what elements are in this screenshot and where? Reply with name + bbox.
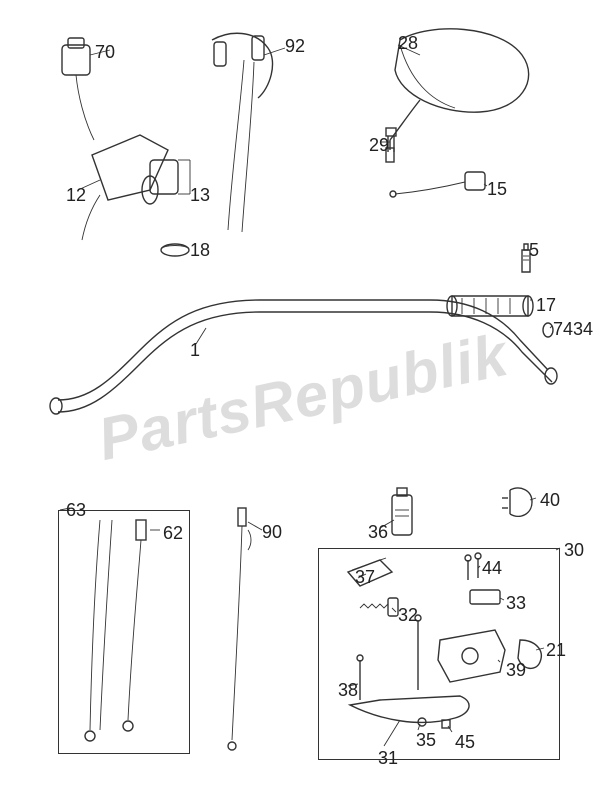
callout-40: 40 bbox=[540, 490, 560, 511]
callout-5: 5 bbox=[529, 240, 539, 261]
box-cable-assembly-63 bbox=[58, 510, 190, 754]
callout-90: 90 bbox=[262, 522, 282, 543]
callout-33: 33 bbox=[506, 593, 526, 614]
callout-63: 63 bbox=[66, 500, 86, 521]
callout-70: 70 bbox=[95, 42, 115, 63]
callout-35: 35 bbox=[416, 730, 436, 751]
callout-32: 32 bbox=[398, 605, 418, 626]
watermark-text: PartsRepublik bbox=[92, 319, 514, 473]
callout-39: 39 bbox=[506, 660, 526, 681]
callout-21: 21 bbox=[546, 640, 566, 661]
callout-7434: 7434 bbox=[553, 319, 593, 340]
diagram-canvas: PartsRepublik bbox=[0, 0, 605, 793]
callout-44: 44 bbox=[482, 558, 502, 579]
callout-1: 1 bbox=[190, 340, 200, 361]
callout-31: 31 bbox=[378, 748, 398, 769]
callout-18: 18 bbox=[190, 240, 210, 261]
callout-28: 28 bbox=[398, 33, 418, 54]
callout-37: 37 bbox=[355, 567, 375, 588]
callout-29: 29 bbox=[369, 135, 389, 156]
callout-13: 13 bbox=[190, 185, 210, 206]
callout-45: 45 bbox=[455, 732, 475, 753]
callout-30: 30 bbox=[564, 540, 584, 561]
callout-15: 15 bbox=[487, 179, 507, 200]
callout-92: 92 bbox=[285, 36, 305, 57]
callout-62: 62 bbox=[163, 523, 183, 544]
callout-36: 36 bbox=[368, 522, 388, 543]
callout-38: 38 bbox=[338, 680, 358, 701]
callout-12: 12 bbox=[66, 185, 86, 206]
callout-17: 17 bbox=[536, 295, 556, 316]
